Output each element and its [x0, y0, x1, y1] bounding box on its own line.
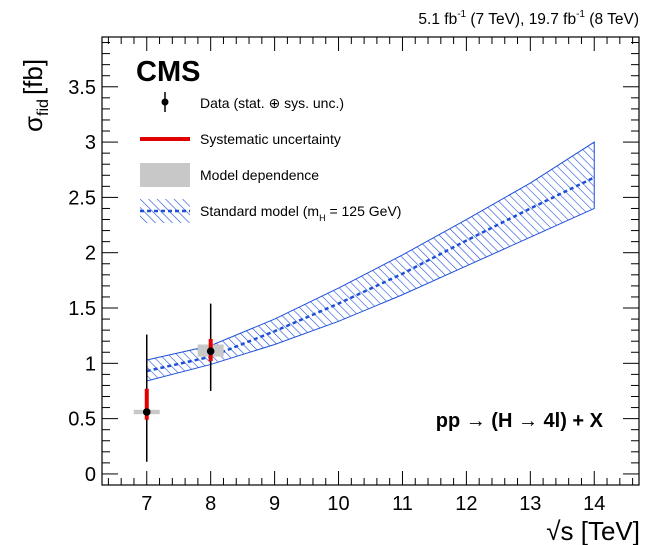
axes-layer: 7 8 9 10 11 12 13 14 0 0.5 1 1.5 2 2.5 3 3.5 — [68, 36, 640, 515]
plot-frame — [101, 36, 640, 486]
x-tick-label: 10 — [327, 493, 349, 515]
legend-syst-label: Systematic uncertainty — [200, 131, 341, 147]
cms-label: CMS — [136, 56, 200, 88]
legend-data-marker — [161, 98, 169, 106]
x-tick-label: 14 — [583, 493, 605, 515]
legend-entry-sm: Standard model (mH = 125 GeV) — [140, 199, 401, 223]
data-point — [206, 347, 215, 355]
sm-central-line — [146, 176, 595, 373]
legend: Data (stat. ⊕ sys. unc.) Systematic unce… — [140, 92, 401, 223]
y-tick-label: 2.5 — [68, 187, 96, 209]
process-label: pp → (H → 4l) + X — [436, 410, 604, 432]
luminosity-label: 5.1 fb-1 (7 TeV), 19.7 fb-1 (8 TeV) — [418, 9, 639, 28]
legend-model-label: Model dependence — [200, 167, 319, 183]
y-tick-label: 0 — [85, 464, 96, 486]
y-tick-label: 2 — [85, 243, 96, 265]
legend-model-swatch — [140, 163, 190, 187]
x-tick-label: 12 — [455, 493, 477, 515]
y-tick-label: 3 — [85, 132, 96, 154]
x-tick-label: 8 — [205, 493, 216, 515]
y-tick-label: 1 — [85, 353, 96, 375]
y-axis-title: σfid[fb] — [18, 59, 52, 132]
x-tick-label: 13 — [519, 493, 541, 515]
sm-band-layer — [146, 141, 595, 382]
x-axis-title: √s [TeV] — [546, 516, 640, 545]
legend-entry-data: Data (stat. ⊕ sys. unc.) — [161, 92, 344, 112]
legend-data-label: Data (stat. ⊕ sys. unc.) — [200, 95, 344, 111]
x-tick-label: 9 — [269, 493, 280, 515]
x-tick-label: 11 — [392, 493, 413, 515]
y-tick-label: 1.5 — [68, 298, 96, 320]
x-tick-label: 7 — [141, 493, 152, 515]
sm-band — [146, 141, 595, 382]
data-layer — [133, 303, 224, 462]
legend-sm-label: Standard model (mH = 125 GeV) — [200, 203, 401, 223]
legend-entry-syst: Systematic uncertainty — [140, 131, 341, 147]
y-tick-label: 3.5 — [68, 77, 96, 99]
data-point — [142, 408, 151, 416]
legend-entry-model: Model dependence — [140, 163, 319, 187]
y-tick-label: 0.5 — [68, 409, 96, 431]
